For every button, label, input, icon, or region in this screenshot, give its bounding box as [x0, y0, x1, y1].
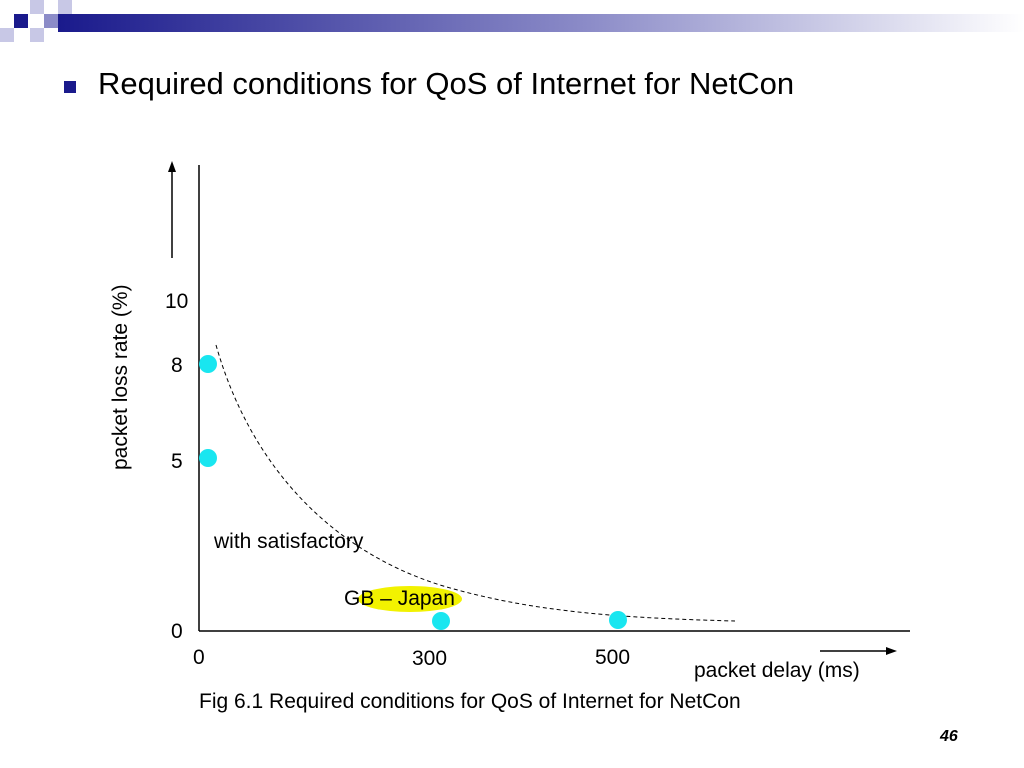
- data-point-1: [199, 449, 217, 467]
- header-decoration: [0, 0, 1024, 42]
- y-direction-arrowhead: [168, 161, 176, 172]
- y-tick-label-8: 8: [171, 354, 183, 377]
- x-tick-label-500: 500: [595, 646, 630, 669]
- data-point-0: [199, 355, 217, 373]
- y-tick-label-5: 5: [171, 450, 183, 473]
- slide-title: Required conditions for QoS of Internet …: [98, 66, 795, 101]
- page-number: 46: [940, 728, 958, 745]
- x-direction-arrowhead: [886, 647, 897, 655]
- x-tick-label-0: 0: [193, 646, 205, 669]
- x-axis-label: packet delay (ms): [694, 659, 860, 682]
- satisfactory-boundary-curve: [215, 344, 736, 622]
- y-tick-label-0: 0: [171, 620, 183, 643]
- data-point-3: [609, 611, 627, 629]
- annotation-with-satisfactory: with satisfactory: [213, 530, 364, 553]
- annotation-gb-japan: GB – Japan: [344, 587, 455, 610]
- title-bullet: [64, 81, 76, 93]
- y-tick-label-10: 10: [165, 290, 188, 313]
- gb-japan-highlight: [358, 586, 462, 612]
- figure-caption: Fig 6.1 Required conditions for QoS of I…: [199, 690, 741, 713]
- y-axis-label: packet loss rate (%): [109, 284, 132, 470]
- x-tick-label-300: 300: [412, 647, 447, 670]
- data-point-2: [432, 612, 450, 630]
